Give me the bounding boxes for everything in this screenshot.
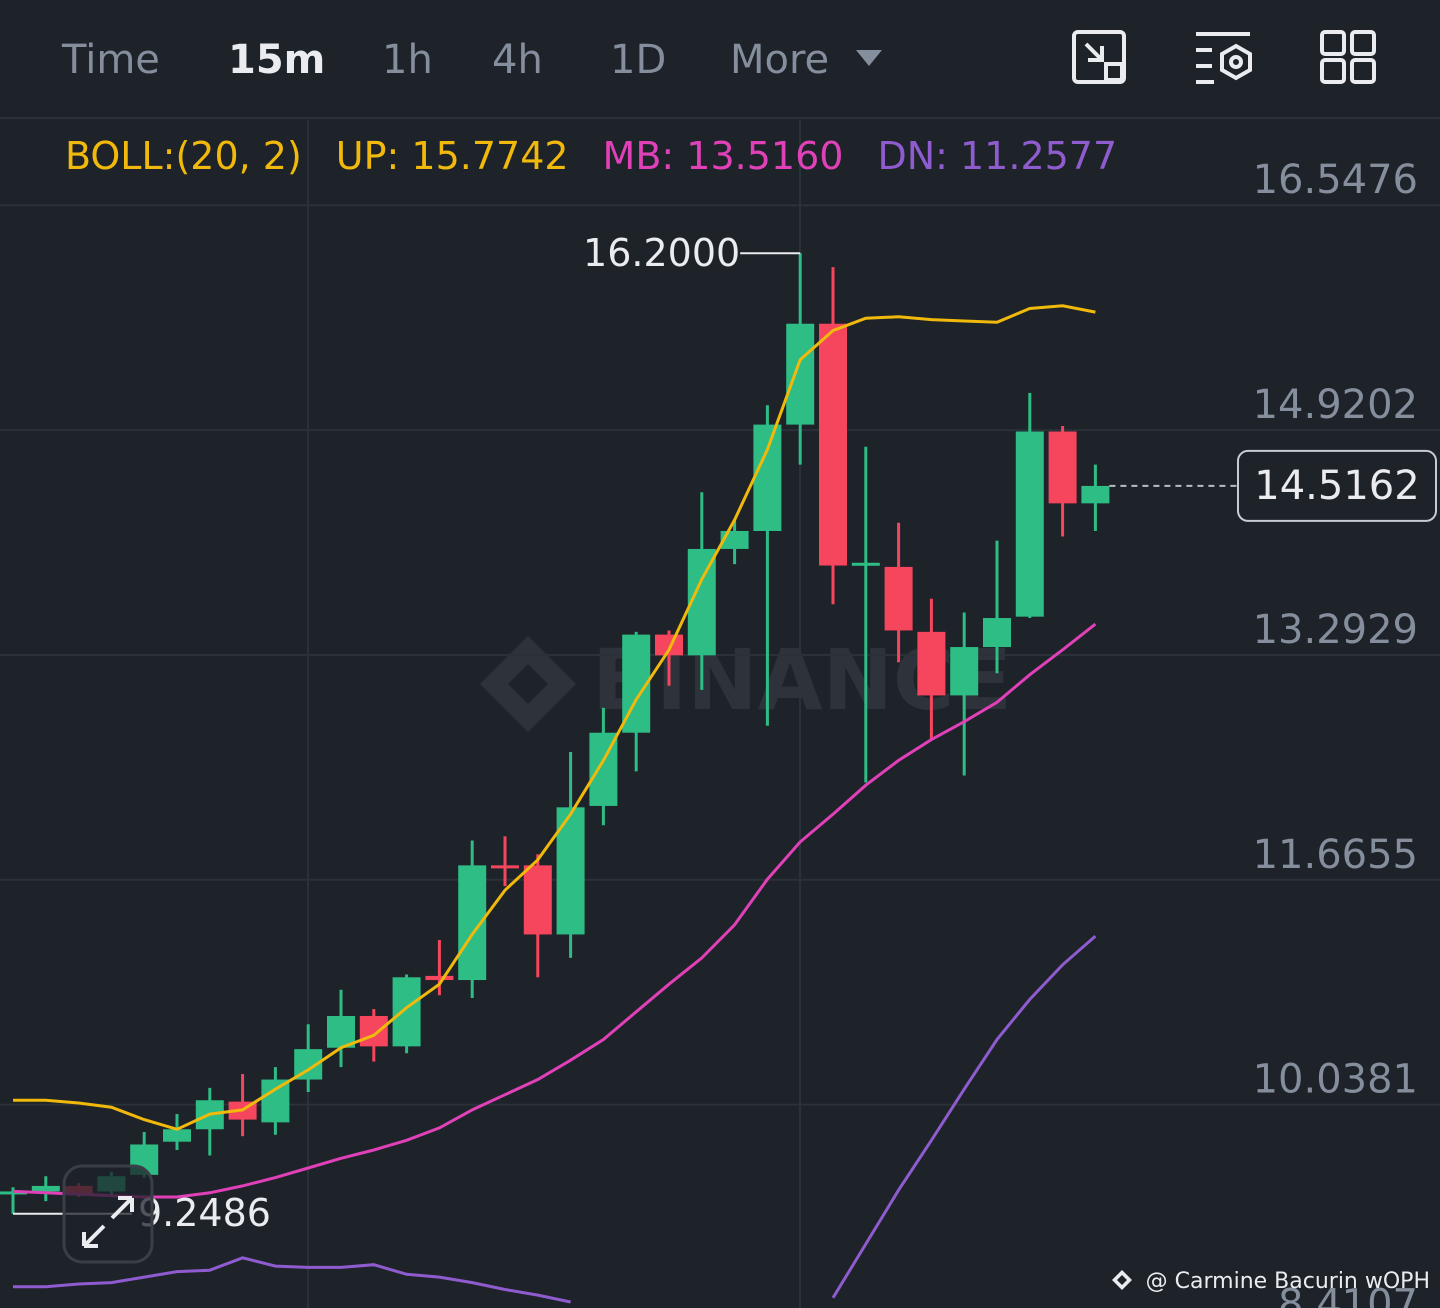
candle-body <box>655 634 683 656</box>
expand-button-bg[interactable] <box>62 1164 154 1264</box>
candle-body <box>491 865 519 869</box>
legend: BOLL:(20, 2) UP: 15.7742 MB: 13.5160 DN: 11… <box>65 134 1117 178</box>
candle-body <box>327 1015 355 1048</box>
y-tick-label: 16.5476 <box>1253 157 1418 203</box>
indicator-line <box>13 304 1096 1131</box>
candle-body <box>1048 431 1077 504</box>
plot-area <box>0 253 1110 1304</box>
watermark: BINANCE <box>592 631 1012 729</box>
candle-body <box>163 1129 191 1142</box>
candle-body <box>359 1015 388 1047</box>
timeframe-tab[interactable]: Time <box>61 37 160 83</box>
legend-entry: DN: 11.2577 <box>877 134 1117 178</box>
legend-entry: UP: 15.7742 <box>336 134 569 178</box>
candle-body <box>950 647 979 696</box>
timeframe-tab[interactable]: 1D <box>610 37 666 83</box>
toolbar: Time 15m 1h 4h 1D More <box>61 37 829 83</box>
y-tick-label: 8.4107 <box>1278 1282 1418 1308</box>
settings-icon[interactable] <box>1196 32 1252 84</box>
timeframe-tab[interactable]: 1h <box>382 37 433 83</box>
y-tick-label: 14.9202 <box>1253 382 1418 428</box>
candle-body <box>753 424 782 531</box>
candle-body <box>983 618 1011 648</box>
candle-body <box>1081 485 1110 504</box>
y-tick-label: 11.6655 <box>1253 832 1418 878</box>
candle-body <box>31 1185 60 1192</box>
indicator-label: BOLL:(20, 2) <box>65 134 302 178</box>
candle-body <box>425 975 454 981</box>
candle-body <box>523 865 552 935</box>
dropdown-arrow[interactable] <box>856 50 882 66</box>
annotation-label: 16.2000 <box>583 231 740 275</box>
last-price-box <box>1237 449 1437 522</box>
indicator-line <box>12 622 1097 1199</box>
fullscreen-icon[interactable] <box>1072 30 1126 84</box>
candle-body <box>819 323 847 566</box>
annotation-label: 9.2486 <box>138 1191 271 1235</box>
icon-buttons <box>1072 30 1376 84</box>
candle-body <box>261 1079 290 1123</box>
expand-button[interactable] <box>62 1164 154 1264</box>
watermark-logo <box>480 636 576 732</box>
y-tick-label: 10.0381 <box>1253 1057 1418 1103</box>
legend-entry: MB: 13.5160 <box>603 134 844 178</box>
credit: @ Carmine Bacurin wOPH <box>1146 1269 1430 1294</box>
candle-body <box>1015 431 1044 617</box>
timeframe-tab[interactable]: More <box>730 37 829 83</box>
y-tick-label: 13.2929 <box>1253 607 1418 653</box>
candle-body <box>917 631 946 696</box>
timeframe-tab[interactable]: 15m <box>228 37 325 83</box>
timeframe-tab[interactable]: 4h <box>492 37 543 83</box>
candle-body <box>851 562 880 566</box>
overlay: 16.2000 9.2486 14.5162 <box>13 231 1437 1235</box>
expand-icon[interactable] <box>82 1196 134 1248</box>
candle-body <box>786 323 815 425</box>
layout-icon[interactable] <box>1320 30 1376 84</box>
candle-body <box>0 1191 27 1195</box>
last-price-label: 14.5162 <box>1254 463 1419 509</box>
indicator-line <box>13 934 1097 1304</box>
credit-logo <box>1112 1270 1132 1290</box>
candle-body <box>884 566 913 631</box>
candle-body <box>392 977 421 1047</box>
